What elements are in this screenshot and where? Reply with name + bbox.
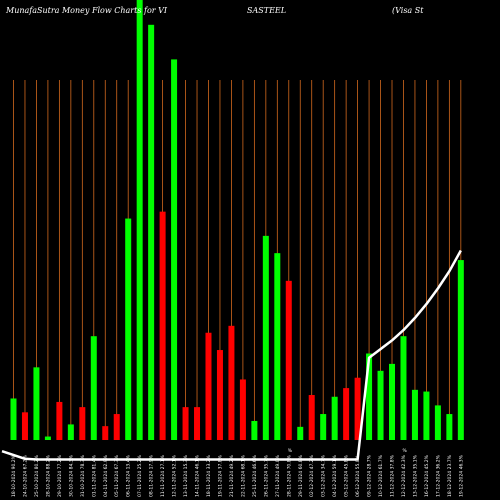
x-tick-label: 25-10-2024 80.2% xyxy=(34,454,40,497)
bar xyxy=(331,396,338,440)
chart-title-center: SASTEEL xyxy=(247,6,286,15)
x-tick-label: 17-12-2024 36.2% xyxy=(435,454,441,497)
x-tick-label: 26-11-2024 35.7% xyxy=(263,454,269,497)
bar xyxy=(411,389,418,440)
bar xyxy=(377,370,384,440)
x-tick-label: 16-12-2024 45.2% xyxy=(424,454,430,497)
x-tick-label: 28-10-2024 88.2% xyxy=(45,454,51,497)
bar xyxy=(21,412,28,440)
x-tick-label: 06-12-2024 55.0% xyxy=(355,454,361,497)
bar xyxy=(90,336,97,440)
bar xyxy=(320,414,327,440)
bar xyxy=(308,395,315,440)
marker-label: % xyxy=(402,448,407,454)
bar xyxy=(102,426,109,440)
x-tick-label: 06-11-2024 13.4% xyxy=(126,454,132,497)
bar xyxy=(44,436,51,440)
bar xyxy=(79,407,86,440)
money-flow-line xyxy=(1,249,462,461)
bar xyxy=(33,367,40,440)
x-tick-label: 05-12-2024 45.8% xyxy=(344,454,350,497)
bar xyxy=(274,253,281,440)
x-tick-label: 04-12-2024 59.1% xyxy=(332,454,338,497)
bar xyxy=(457,260,464,440)
x-tick-label: 11-12-2024 37.8% xyxy=(390,454,396,497)
marker-label: % xyxy=(288,448,293,454)
x-tick-label: 02-12-2024 47.2% xyxy=(309,454,315,497)
bar xyxy=(171,59,178,441)
x-tick-label: 11-11-2024 27.1% xyxy=(160,454,166,497)
x-axis-labels: 18-10-2024 90.2% 24-10-2024 67.2% 25-10-20… xyxy=(11,454,464,497)
chart-title-right: (Visa St xyxy=(392,6,424,15)
x-tick-label: 13-11-2024 15.3% xyxy=(183,454,189,497)
x-tick-label: 24-10-2024 67.2% xyxy=(22,454,28,497)
x-tick-label: 28-11-2024 70.8% xyxy=(286,454,292,497)
x-tick-label: 12-11-2024 52.1% xyxy=(172,454,178,497)
bar xyxy=(159,211,166,440)
bar xyxy=(228,325,235,440)
x-tick-label: 09-12-2024 28.7% xyxy=(367,454,373,497)
x-tick-label: 18-10-2024 90.2% xyxy=(11,454,17,497)
bar xyxy=(251,420,258,440)
x-tick-label: 30-10-2024 84.3% xyxy=(68,454,74,497)
x-tick-label: 31-10-2024 78.3% xyxy=(80,454,86,497)
x-tick-label: 12-12-2024 42.3% xyxy=(401,454,407,497)
x-tick-label: 29-11-2024 60.8% xyxy=(298,454,304,497)
x-tick-label: 18-12-2024 23.7% xyxy=(447,454,453,497)
bar xyxy=(285,280,292,440)
bar xyxy=(148,24,155,441)
x-tick-label: 08-11-2024 17.9% xyxy=(149,454,155,497)
bar xyxy=(10,398,17,440)
bar xyxy=(389,363,396,440)
bar xyxy=(297,426,304,440)
x-tick-label: 13-12-2024 35.1% xyxy=(412,454,418,497)
x-tick-label: 01-11-2024 81.4% xyxy=(91,454,97,497)
bar xyxy=(366,353,373,440)
bar xyxy=(113,414,120,440)
x-tick-label: 22-11-2024 68.1% xyxy=(240,454,246,497)
bar xyxy=(136,0,143,441)
bar xyxy=(446,414,453,440)
bar xyxy=(216,350,223,440)
chart-title-left: MunafaSutra Money Flow Charts for VI xyxy=(5,6,168,15)
bar xyxy=(400,336,407,440)
bar xyxy=(434,405,441,440)
bar xyxy=(125,218,132,440)
bar xyxy=(194,407,201,440)
x-tick-label: 29-10-2024 77.2% xyxy=(57,454,63,497)
x-tick-label: 04-11-2024 62.9% xyxy=(103,454,109,497)
bar xyxy=(182,407,189,440)
bar xyxy=(423,391,430,440)
x-tick-label: 05-11-2024 67.3% xyxy=(114,454,120,497)
x-tick-label: 27-11-2024 49.0% xyxy=(275,454,281,497)
bar xyxy=(239,379,246,440)
x-tick-label: 21-11-2024 49.2% xyxy=(229,454,235,497)
x-tick-label: 25-11-2024 46.6% xyxy=(252,454,258,497)
x-tick-label: 14-11-2024 46.1% xyxy=(195,454,201,497)
bars xyxy=(10,0,464,441)
bar xyxy=(56,401,63,440)
bar xyxy=(354,377,361,440)
bar xyxy=(262,235,269,440)
x-tick-label: 19-12-2024 46.3% xyxy=(458,454,464,497)
x-tick-label: 19-11-2024 37.8% xyxy=(217,454,223,497)
x-tick-label: 18-11-2024 33.2% xyxy=(206,454,212,497)
markers: %% xyxy=(288,448,408,454)
x-tick-label: 07-11-2024 25.2% xyxy=(137,454,143,497)
bar xyxy=(67,424,74,440)
bar xyxy=(343,388,350,440)
x-tick-label: 10-12-2024 61.7% xyxy=(378,454,384,497)
bar xyxy=(205,332,212,440)
x-tick-label: 03-12-2024 34.7% xyxy=(321,454,327,497)
